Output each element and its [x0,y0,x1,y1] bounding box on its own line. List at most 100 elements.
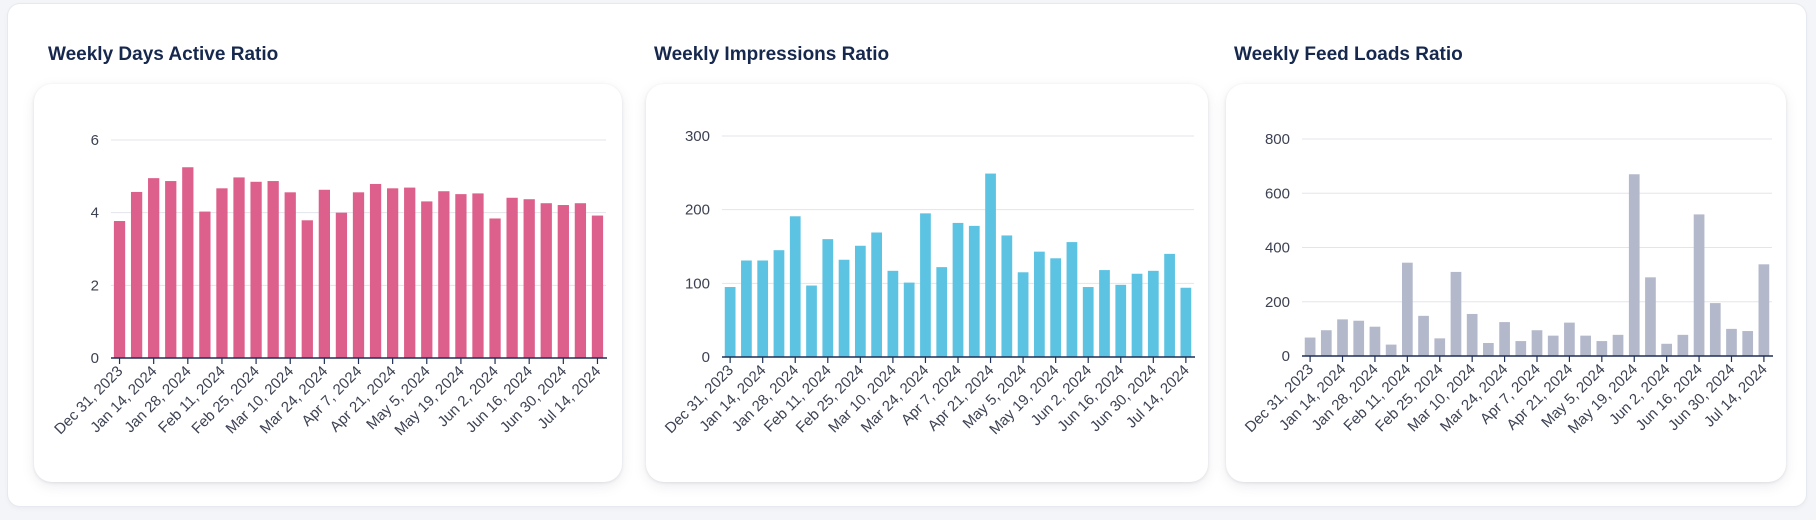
bar [1580,335,1591,356]
bar [523,199,535,358]
bar [267,181,279,358]
bar [757,260,769,357]
bar [1017,272,1029,357]
bar [1180,287,1192,357]
bar [887,270,899,357]
bar [148,178,160,358]
bar [369,183,382,358]
y-tick-label: 300 [685,128,710,145]
dashboard-container: Weekly Days Active Ratio 0 2 4 6 Dec 31, 202… [8,4,1806,506]
bar [421,201,433,358]
bar [182,167,194,358]
bar [1099,270,1110,357]
bar [1596,341,1608,356]
y-tick-label: 6 [91,132,99,149]
bar [130,191,143,358]
bar [854,245,866,357]
bar [1401,262,1413,356]
bar [1034,251,1045,357]
bar [838,259,850,357]
bar [1353,320,1365,356]
bar [1645,277,1656,356]
bar [472,193,484,358]
bar [1564,322,1575,356]
bar [438,191,450,358]
bar [216,188,228,358]
bar [1612,334,1624,356]
bar [233,177,245,358]
bar [1677,334,1689,356]
bar [1164,253,1175,357]
bar [1628,174,1640,356]
bar [318,189,330,358]
bar [1147,270,1159,357]
bar [822,239,834,357]
bar [1131,273,1143,357]
bar [1337,319,1348,356]
bar [591,215,604,358]
y-tick-label: 0 [1282,348,1290,365]
bar [557,205,569,358]
bar [199,211,211,358]
bar [1115,284,1127,357]
bar [936,267,948,357]
y-tick-label: 0 [91,350,99,367]
y-tick-label: 200 [685,202,710,219]
bar [352,192,365,358]
bar [952,222,964,357]
bar [1369,326,1381,356]
bar [1499,322,1510,356]
bar [968,225,980,357]
bar [1466,313,1478,356]
y-tick-label: 800 [1265,131,1290,148]
bar [506,197,518,358]
bar [387,188,399,358]
bar [165,181,177,358]
panel-feed-loads: Weekly Feed Loads Ratio 0 200 400 600 800 Dec… [1194,4,1794,506]
bar [920,213,931,357]
y-tick-label: 600 [1265,185,1290,202]
bar [1483,342,1494,356]
bar [1661,343,1673,356]
bar [806,285,817,357]
chart-title: Weekly Days Active Ratio [48,44,279,65]
y-tick-label: 0 [702,349,710,366]
bar [1001,235,1013,357]
y-tick-label: 400 [1265,240,1290,257]
bar [250,181,262,358]
bar [1758,264,1770,356]
y-tick-label: 200 [1265,294,1290,311]
bar [1385,344,1397,356]
bar [574,203,587,358]
bar [1450,271,1462,356]
chart-title: Weekly Feed Loads Ratio [1234,44,1463,65]
bar [1726,328,1737,356]
y-tick-label: 2 [91,277,99,294]
bar [1082,287,1094,357]
bar [455,194,467,358]
bar [404,187,416,358]
bar [1742,331,1754,356]
bar [724,287,736,357]
chart-card: 0 2 4 6 Dec 31, 2023 Jan 14, 2024 Jan 28, 2024… [34,84,622,482]
bar [489,218,501,358]
bar [113,221,126,358]
bar [741,260,752,357]
chart-card: 0 100 200 300 Dec 31, 2023 Jan 14, 2024 Jan 28… [646,84,1208,482]
bar [1515,341,1527,356]
bar [284,192,296,358]
bar [1531,330,1543,356]
bar [1066,242,1078,357]
bar [1434,338,1446,356]
chart-card: 0 200 400 600 800 Dec 31, 2023 Jan 14, 2024 Jan… [1226,84,1786,482]
bar [1709,303,1721,356]
bar [773,250,785,357]
y-tick-label: 4 [91,205,99,222]
y-tick-label: 100 [685,275,710,292]
bar [1418,315,1429,356]
bar [335,212,348,358]
bar [540,203,552,358]
bar [1693,214,1705,356]
